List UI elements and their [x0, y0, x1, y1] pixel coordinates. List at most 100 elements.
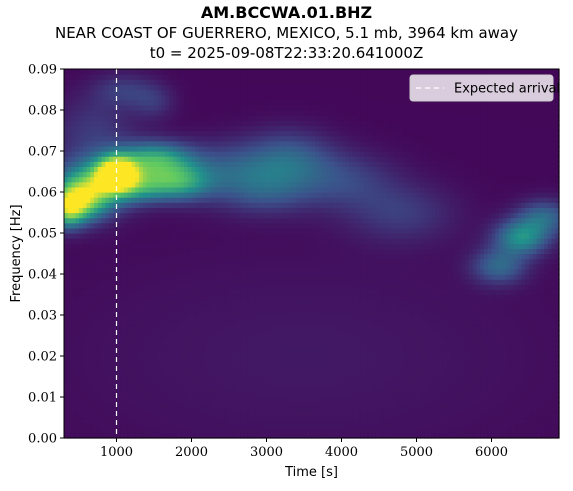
- heatmap-cell: [457, 340, 463, 347]
- heatmap-cell: [431, 294, 436, 301]
- heatmap-cell: [82, 330, 88, 337]
- heatmap-cell: [86, 391, 91, 398]
- heatmap-cell: [150, 340, 155, 347]
- heatmap-cell: [157, 371, 163, 378]
- heatmap-cell: [514, 356, 519, 362]
- heatmap-cell: [255, 417, 260, 424]
- heatmap-cell: [439, 315, 444, 321]
- heatmap-cell: [311, 335, 316, 342]
- heatmap-cell: [142, 350, 148, 357]
- heatmap-cell: [277, 304, 283, 311]
- heatmap-cell: [330, 361, 335, 367]
- heatmap-cell: [187, 350, 193, 357]
- heatmap-cell: [469, 268, 474, 275]
- heatmap-cell: [146, 371, 151, 378]
- heatmap-cell: [540, 427, 545, 434]
- heatmap-cell: [322, 335, 328, 342]
- heatmap-cell: [499, 248, 504, 255]
- heatmap-cell: [262, 263, 268, 270]
- heatmap-cell: [240, 274, 245, 280]
- heatmap-cell: [202, 432, 208, 439]
- heatmap-cell: [435, 330, 440, 337]
- heatmap-cell: [397, 386, 403, 393]
- heatmap-cell: [120, 412, 125, 419]
- heatmap-cell: [71, 386, 76, 393]
- heatmap-cell: [277, 340, 283, 347]
- heatmap-cell: [427, 376, 433, 383]
- heatmap-cell: [529, 268, 534, 275]
- heatmap-cell: [131, 243, 136, 249]
- heatmap-cell: [199, 350, 204, 357]
- heatmap-cell: [356, 432, 361, 439]
- heatmap-cell: [300, 417, 305, 424]
- heatmap-cell: [334, 335, 339, 342]
- heatmap-cell: [322, 243, 328, 249]
- heatmap-cell: [315, 417, 320, 424]
- heatmap-cell: [195, 294, 200, 301]
- heatmap-cell: [352, 402, 358, 408]
- heatmap-cell: [157, 289, 163, 296]
- heatmap-cell: [397, 391, 403, 398]
- heatmap-cell: [457, 284, 463, 290]
- heatmap-cell: [281, 248, 286, 255]
- heatmap-cell: [472, 402, 478, 408]
- heatmap-cell: [187, 412, 193, 419]
- heatmap-cell: [296, 350, 301, 357]
- heatmap-cell: [67, 279, 73, 285]
- heatmap-cell: [416, 263, 421, 270]
- heatmap-cell: [427, 330, 433, 337]
- heatmap-cell: [225, 320, 230, 326]
- heatmap-cell: [112, 361, 118, 367]
- heatmap-cell: [300, 345, 305, 352]
- heatmap-cell: [412, 274, 418, 280]
- heatmap-cell: [555, 335, 560, 342]
- heatmap-cell: [199, 309, 204, 316]
- heatmap-cell: [510, 381, 515, 388]
- heatmap-cell: [64, 289, 69, 296]
- heatmap-cell: [150, 315, 155, 321]
- heatmap-cell: [544, 397, 549, 403]
- heatmap-cell: [112, 289, 118, 296]
- heatmap-cell: [540, 381, 545, 388]
- heatmap-cell: [461, 243, 466, 249]
- heatmap-cell: [112, 422, 118, 429]
- heatmap-cell: [345, 243, 350, 249]
- heatmap-cell: [266, 427, 271, 434]
- heatmap-cell: [210, 325, 215, 331]
- heatmap-cell: [555, 294, 560, 301]
- heatmap-cell: [172, 376, 178, 383]
- heatmap-cell: [499, 427, 504, 434]
- heatmap-cell: [71, 366, 76, 372]
- heatmap-cell: [375, 330, 380, 337]
- heatmap-cell: [169, 417, 174, 424]
- heatmap-cell: [311, 407, 316, 413]
- heatmap-cell: [94, 361, 99, 367]
- heatmap-cell: [82, 402, 88, 408]
- heatmap-cell: [112, 340, 118, 347]
- heatmap-cell: [547, 335, 553, 342]
- heatmap-cell: [244, 361, 249, 367]
- heatmap-cell: [112, 350, 118, 357]
- heatmap-cell: [221, 330, 226, 337]
- heatmap-cell: [514, 330, 519, 337]
- heatmap-cell: [382, 427, 388, 434]
- heatmap-cell: [540, 402, 545, 408]
- heatmap-cell: [330, 371, 335, 378]
- heatmap-cell: [510, 417, 515, 424]
- heatmap-cell: [79, 284, 84, 290]
- heatmap-cell: [547, 304, 553, 311]
- heatmap-cell: [236, 412, 241, 419]
- heatmap-cell: [450, 330, 455, 337]
- heatmap-cell: [131, 274, 136, 280]
- heatmap-cell: [420, 284, 425, 290]
- heatmap-cell: [270, 248, 275, 255]
- heatmap-cell: [142, 432, 148, 439]
- heatmap-cell: [334, 309, 339, 316]
- heatmap-cell: [139, 299, 144, 306]
- heatmap-cell: [330, 330, 335, 337]
- heatmap-cell: [240, 335, 245, 342]
- heatmap-cell: [97, 397, 103, 403]
- heatmap-cell: [450, 345, 455, 352]
- heatmap-cell: [199, 248, 204, 255]
- heatmap-cell: [112, 279, 118, 285]
